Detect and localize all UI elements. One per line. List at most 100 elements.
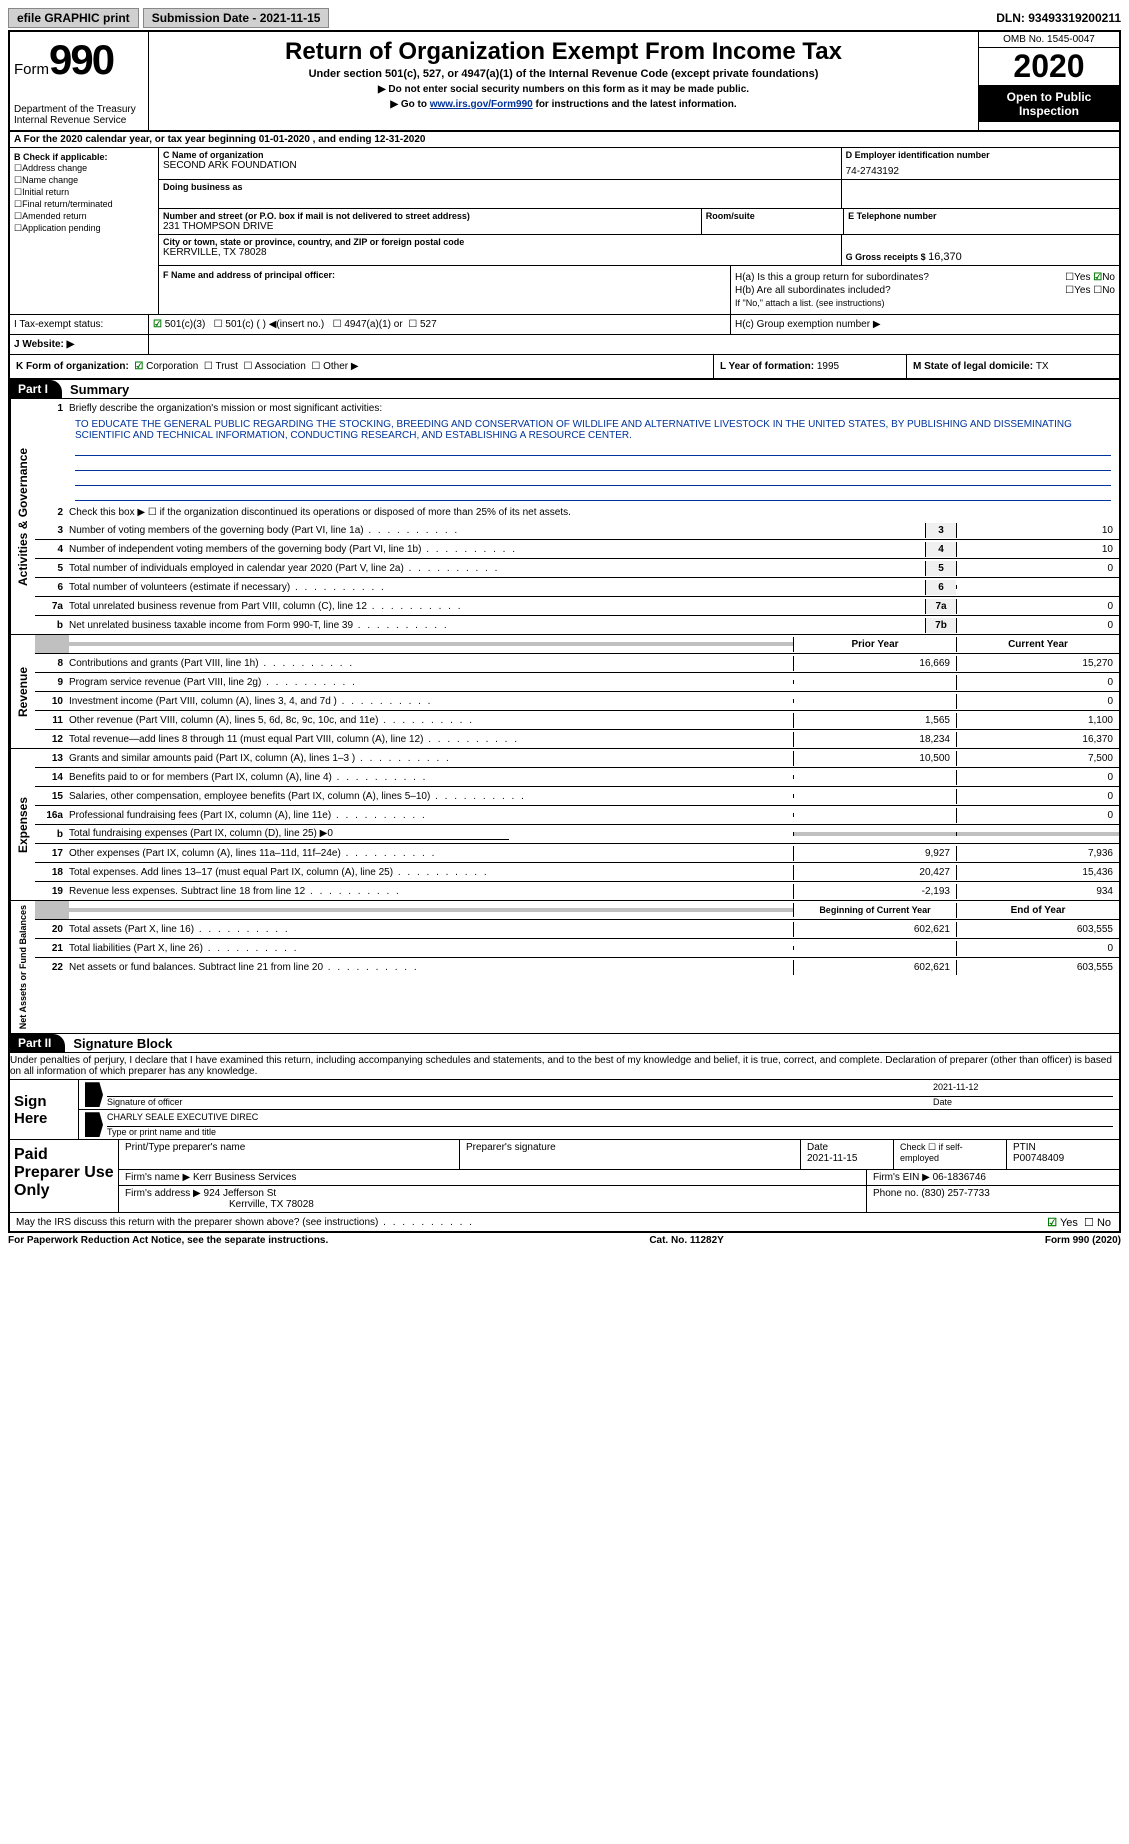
table-row: 7aTotal unrelated business revenue from … — [35, 597, 1119, 616]
sig-date: 2021-11-12 — [933, 1082, 1113, 1097]
submission-date-button[interactable]: Submission Date - 2021-11-15 — [143, 8, 330, 28]
hdr-curr: Current Year — [956, 637, 1119, 652]
dba-label: Doing business as — [163, 182, 837, 192]
hc-col: H(c) Group exemption number ▶ — [731, 315, 1119, 334]
dln-label: DLN: 93493319200211 — [996, 11, 1121, 25]
o2: 501(c) ( ) ◀(insert no.) — [225, 319, 324, 330]
hdr-eoy: End of Year — [956, 903, 1119, 918]
q1-text: Briefly describe the organization's miss… — [69, 401, 1119, 416]
topbar: efile GRAPHIC print Submission Date - 20… — [8, 8, 1121, 28]
cell-addr: Number and street (or P.O. box if mail i… — [159, 209, 702, 234]
o4: 527 — [420, 319, 437, 330]
paddr1: 924 Jefferson St — [204, 1188, 277, 1199]
phone-label: E Telephone number — [848, 211, 1115, 221]
l-val: 1995 — [817, 361, 839, 372]
name-label: C Name of organization — [163, 150, 837, 160]
col-b: B Check if applicable: ☐ Address change … — [10, 148, 159, 314]
pphone-lbl: Phone no. — [873, 1188, 921, 1199]
m-box: M State of legal domicile: TX — [907, 355, 1119, 378]
i-label: I Tax-exempt status: — [10, 315, 149, 334]
ein-lbl: Firm's EIN ▶ — [873, 1172, 933, 1183]
row-city: City or town, state or province, country… — [159, 235, 1119, 266]
open-public: Open to Public Inspection — [979, 86, 1119, 122]
hb-text: H(b) Are all subordinates included? — [735, 285, 891, 296]
gov-body: 1 Briefly describe the organization's mi… — [35, 399, 1119, 634]
sign-here: Sign Here — [10, 1080, 78, 1139]
col-cdefgh: C Name of organization SECOND ARK FOUNDA… — [159, 148, 1119, 314]
mission-block: TO EDUCATE THE GENERAL PUBLIC REGARDING … — [35, 417, 1119, 503]
ml4 — [75, 486, 1111, 501]
part2-bar: Part II Signature Block — [10, 1033, 1119, 1053]
hdr-prior: Prior Year — [793, 637, 956, 652]
r1c1: Print/Type preparer's name — [125, 1142, 453, 1153]
cell-ein: D Employer identification number 74-2743… — [842, 148, 1119, 179]
sig-row: Sign Here Signature of officer 2021-11-1… — [10, 1080, 1119, 1140]
footer-c: Cat. No. 11282Y — [649, 1235, 723, 1246]
table-row: 6Total number of volunteers (estimate if… — [35, 578, 1119, 597]
efile-button[interactable]: efile GRAPHIC print — [8, 8, 139, 28]
ein-label: D Employer identification number — [846, 150, 1115, 160]
cell-city: City or town, state or province, country… — [159, 235, 842, 265]
hb-line: H(b) Are all subordinates included? ☐Yes… — [735, 285, 1115, 296]
addr-label: Number and street (or P.O. box if mail i… — [163, 211, 697, 221]
part1-header: Part I — [10, 380, 62, 398]
r1c5: P00748409 — [1013, 1153, 1113, 1164]
chk-initial[interactable]: ☐ Initial return — [14, 187, 154, 198]
table-row: 21Total liabilities (Part X, line 26)0 — [35, 939, 1119, 958]
table-row: 16aProfessional fundraising fees (Part I… — [35, 806, 1119, 825]
firm-lbl: Firm's name ▶ — [125, 1172, 193, 1183]
dept-line2: Internal Revenue Service — [14, 115, 144, 126]
room-label: Room/suite — [706, 211, 839, 221]
q2-row: 2 Check this box ▶ ☐ if the organization… — [35, 503, 1119, 521]
footer-l: For Paperwork Reduction Act Notice, see … — [8, 1235, 328, 1246]
gross-label: G Gross receipts $ — [846, 252, 929, 262]
row-addr: Number and street (or P.O. box if mail i… — [159, 209, 1119, 235]
l-box: L Year of formation: 1995 — [714, 355, 907, 378]
ml3 — [75, 471, 1111, 486]
paddr2: Kerrville, TX 78028 — [125, 1199, 860, 1210]
pphone: (830) 257-7733 — [921, 1188, 989, 1199]
table-row: 12Total revenue—add lines 8 through 11 (… — [35, 730, 1119, 748]
gross-val: 16,370 — [928, 251, 962, 263]
subtitle: Under section 501(c), 527, or 4947(a)(1)… — [157, 68, 970, 80]
ein-val: 74-2743192 — [846, 160, 1115, 177]
chk-app[interactable]: ☐ Application pending — [14, 223, 154, 234]
r1c3: 2021-11-15 — [807, 1153, 887, 1164]
chk-final[interactable]: ☐ Final return/terminated — [14, 199, 154, 210]
form-container: Form990 Department of the Treasury Inter… — [8, 30, 1121, 1233]
sig-line2: CHARLY SEALE EXECUTIVE DIREC Type or pri… — [79, 1110, 1119, 1139]
q2-text: Check this box ▶ ☐ if the organization d… — [69, 505, 1119, 520]
sig-body: Signature of officer 2021-11-12 Date CHA… — [78, 1080, 1119, 1139]
header-row: Form990 Department of the Treasury Inter… — [10, 32, 1119, 132]
chk-amended[interactable]: ☐ Amended return — [14, 211, 154, 222]
table-row: bTotal fundraising expenses (Part IX, co… — [35, 825, 1119, 844]
side-na: Net Assets or Fund Balances — [10, 901, 35, 1033]
side-gov: Activities & Governance — [10, 399, 35, 634]
web-row: J Website: ▶ — [10, 335, 1119, 355]
chk-name[interactable]: ☐ Name change — [14, 175, 154, 186]
f-label: F Name and address of principal officer: — [163, 270, 726, 280]
gov-section: Activities & Governance 1 Briefly descri… — [10, 399, 1119, 634]
irs-link[interactable]: www.irs.gov/Form990 — [430, 99, 533, 110]
row-name-ein: C Name of organization SECOND ARK FOUNDA… — [159, 148, 1119, 180]
hdr-row-na: Beginning of Current Year End of Year — [35, 901, 1119, 920]
footer: For Paperwork Reduction Act Notice, see … — [8, 1233, 1121, 1246]
table-row: 5Total number of individuals employed in… — [35, 559, 1119, 578]
sig-of-lbl: Signature of officer — [107, 1097, 933, 1107]
kl-row: K Form of organization: ☑ Corporation ☐ … — [10, 355, 1119, 380]
hb-note: If "No," attach a list. (see instruction… — [735, 298, 1115, 308]
r1c5l: PTIN — [1013, 1142, 1113, 1153]
r1c4: Check ☐ if self-employed — [894, 1140, 1007, 1169]
table-row: 11Other revenue (Part VIII, column (A), … — [35, 711, 1119, 730]
year-box: OMB No. 1545-0047 2020 Open to Public In… — [978, 32, 1119, 130]
org-name: SECOND ARK FOUNDATION — [163, 160, 837, 171]
fh-row: F Name and address of principal officer:… — [159, 266, 1119, 314]
r1c2: Preparer's signature — [460, 1140, 801, 1169]
mission-text: TO EDUCATE THE GENERAL PUBLIC REGARDING … — [75, 419, 1111, 441]
chk-lbl: Amended return — [22, 211, 87, 221]
side-rev: Revenue — [10, 635, 35, 748]
city-val: KERRVILLE, TX 78028 — [163, 247, 837, 258]
table-row: bNet unrelated business taxable income f… — [35, 616, 1119, 634]
chk-address[interactable]: ☐ Address change — [14, 163, 154, 174]
ha-line: H(a) Is this a group return for subordin… — [735, 272, 1115, 283]
